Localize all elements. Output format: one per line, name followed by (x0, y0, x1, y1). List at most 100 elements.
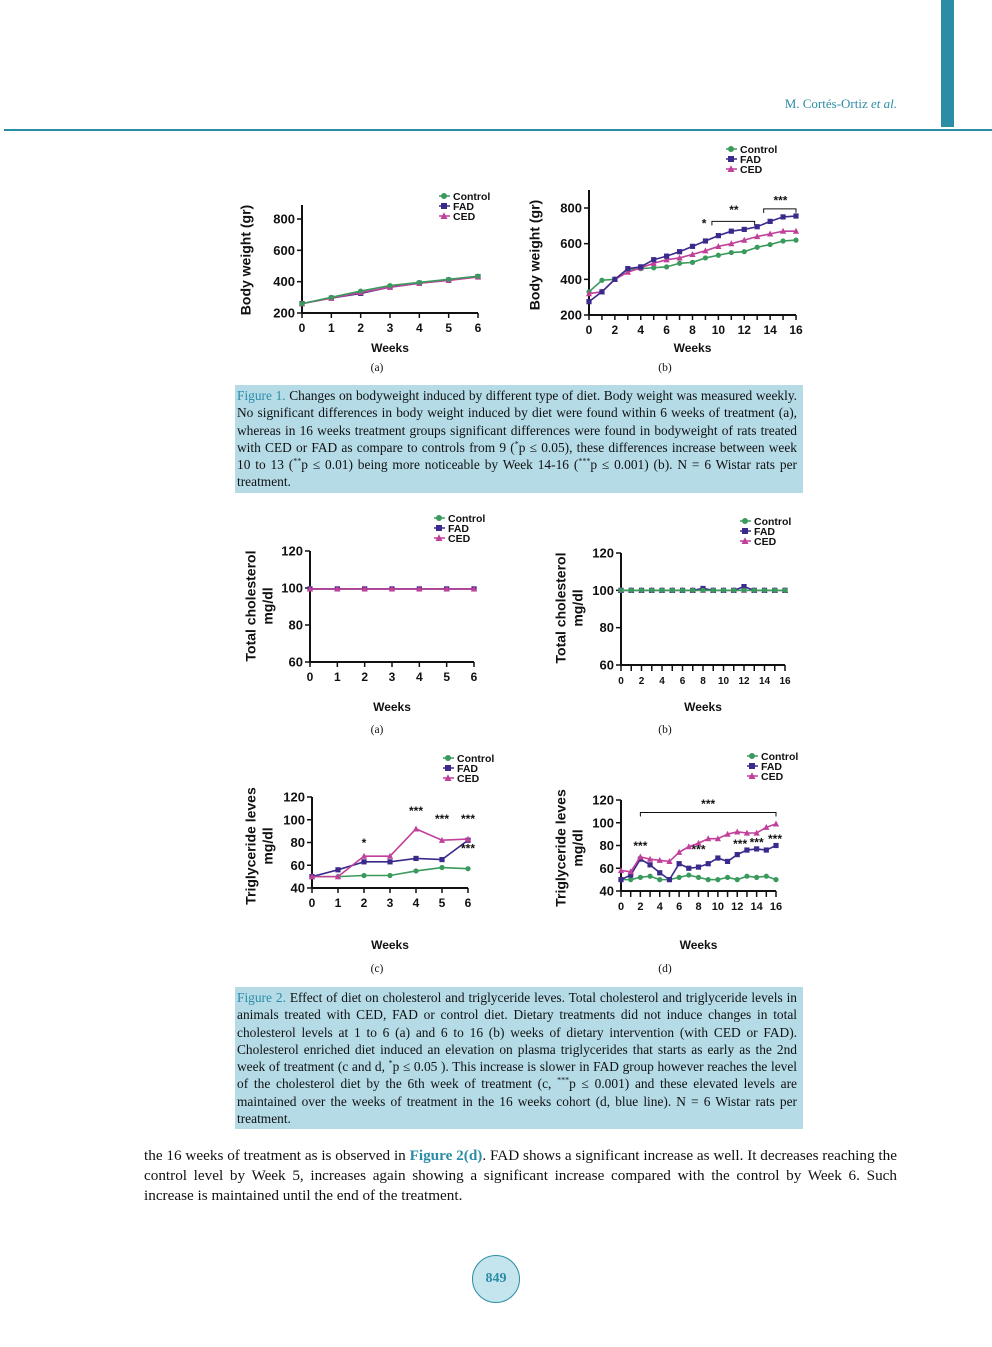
fad-marker (361, 859, 367, 865)
fad-marker (638, 264, 644, 270)
ced-marker (689, 250, 696, 257)
y-tick-label: 400 (273, 274, 295, 289)
y-tick-label: 200 (273, 306, 295, 321)
x-tick-label: 6 (663, 323, 670, 337)
control-marker (728, 146, 734, 152)
panel-label-2c: (c) (370, 963, 384, 975)
x-tick-label: 6 (676, 901, 682, 913)
control-marker (465, 866, 471, 872)
significance-stars: *** (461, 812, 475, 826)
x-tick-label: 2 (361, 670, 368, 684)
ced-marker (470, 585, 478, 592)
control-marker (793, 237, 799, 243)
fad-marker (445, 765, 451, 771)
figure1-caption: Figure 1. Changes on bodyweight induced … (235, 385, 803, 493)
fad-marker (705, 861, 711, 867)
fad-marker (436, 525, 442, 531)
fad-marker (728, 156, 734, 162)
fad-marker (666, 877, 673, 883)
caption-text: p ≤ 0.001) (b). N = 6 Wistar rats per tr… (237, 457, 797, 490)
fad-marker (647, 862, 653, 868)
caption-text: p ≤ 0.05), these differences increase be… (237, 439, 797, 473)
control-marker (676, 260, 683, 266)
x-tick-label: 12 (738, 323, 752, 337)
figure-2d-link[interactable]: Figure 2(d) (409, 1147, 483, 1164)
x-tick-label: 4 (416, 321, 423, 335)
control-marker (651, 265, 657, 271)
fad-marker (715, 855, 721, 861)
control-marker (734, 877, 740, 883)
legend-label-fad: FAD (761, 761, 782, 773)
control-marker (638, 587, 645, 593)
fad-marker (695, 864, 702, 870)
fad-marker (439, 856, 445, 863)
fad-marker (793, 213, 799, 219)
y-tick-label: 120 (592, 546, 614, 561)
ced-marker (438, 836, 446, 843)
control-marker (741, 587, 747, 593)
x-tick-label: 3 (389, 670, 396, 684)
legend-label-ced: CED (754, 536, 777, 548)
control-marker (763, 873, 769, 879)
fad-marker (744, 847, 750, 853)
ced-marker (728, 240, 735, 247)
control-marker (328, 294, 334, 300)
x-tick-label: 16 (779, 676, 791, 687)
control-marker (731, 587, 737, 593)
legend-label-ced: CED (457, 773, 480, 785)
x-axis-label: Weeks (373, 700, 411, 714)
control-marker (436, 515, 442, 521)
ced-marker (308, 873, 316, 880)
significance-bracket (711, 220, 756, 226)
ced-marker (779, 227, 787, 234)
control-marker (720, 587, 727, 593)
caption-text: p ≤ 0.05 ). This increase is slower in F… (237, 1059, 798, 1092)
series-fad (586, 213, 799, 305)
control-marker (669, 587, 675, 593)
legend-label-ced: CED (761, 771, 784, 783)
x-axis-label: Weeks (371, 341, 409, 355)
fad-marker (741, 584, 747, 590)
ced-marker (676, 254, 683, 261)
control-marker (441, 193, 447, 199)
fad-marker (742, 528, 748, 534)
y-tick-label: 400 (560, 272, 582, 287)
fad-marker (702, 238, 709, 244)
control-marker (772, 587, 778, 593)
x-tick-label: 2 (361, 896, 368, 910)
caption-text: p ≤ 0.01) being more noticeable by Week … (301, 457, 579, 473)
caption-text: p ≤ 0.001) and these elevated levels are… (237, 1076, 797, 1127)
control-marker (690, 587, 696, 593)
x-tick-label: 12 (738, 676, 750, 687)
x-tick-label: 10 (712, 323, 726, 337)
caption-sup: * (388, 1058, 393, 1068)
control-marker (751, 587, 757, 593)
header-rule (4, 129, 992, 131)
y-tick-label: 80 (289, 618, 303, 633)
fad-marker (689, 243, 696, 249)
ced-marker (727, 165, 735, 172)
legend-label-control: Control (761, 751, 798, 763)
ced-marker (767, 230, 774, 237)
y-tick-label: 80 (600, 620, 614, 635)
control-marker (754, 244, 760, 250)
ced-marker (334, 585, 341, 592)
y-tick-label: 600 (560, 236, 582, 251)
ced-marker (637, 853, 644, 860)
control-marker (754, 874, 760, 880)
ced-marker (734, 828, 741, 835)
control-marker (773, 877, 779, 883)
body-text: the 16 weeks of treatment as is observed… (144, 1147, 410, 1164)
control-marker (744, 873, 750, 879)
fad-marker (728, 228, 734, 234)
fad-marker (749, 763, 755, 769)
x-tick-label: 3 (387, 896, 394, 910)
control-marker (780, 238, 786, 244)
y-tick-label: 200 (560, 308, 582, 323)
fad-marker (724, 858, 731, 865)
x-tick-label: 4 (657, 901, 664, 913)
series-ced (306, 585, 478, 592)
body-text: . FAD shows a significant increase as we… (144, 1147, 897, 1204)
